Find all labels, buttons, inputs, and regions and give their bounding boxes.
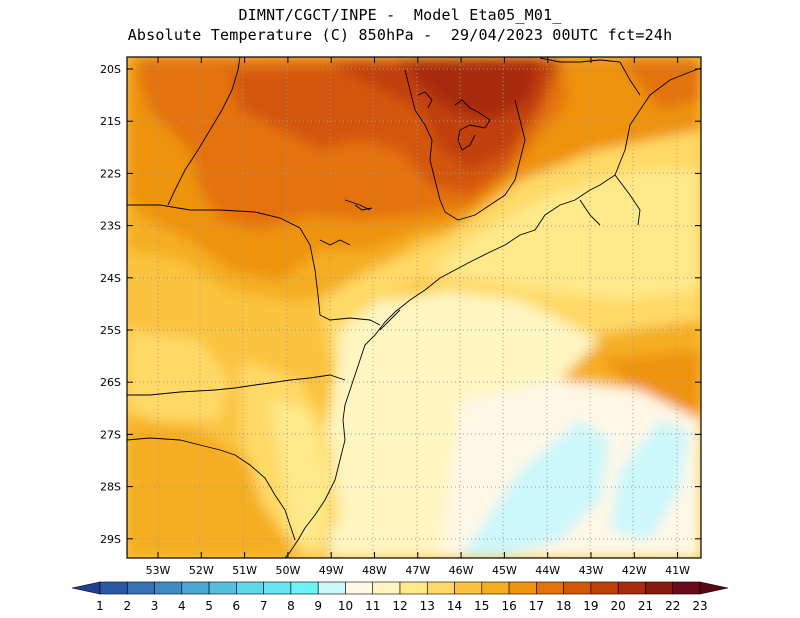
colorbar-segment — [399, 581, 428, 595]
lat-label: 28S — [100, 481, 121, 494]
colorbar-label: 1 — [96, 599, 104, 613]
colorbar-segment — [481, 581, 510, 595]
lon-label: 45W — [492, 564, 517, 577]
colorbar-arrow-high — [699, 581, 729, 595]
colorbar-label: 14 — [447, 599, 462, 613]
lat-label: 24S — [100, 272, 121, 285]
colorbar-label: 16 — [501, 599, 516, 613]
lat-label: 29S — [100, 533, 121, 546]
axis-ticks — [127, 57, 701, 558]
colorbar-label: 12 — [392, 599, 407, 613]
colorbar-label: 20 — [611, 599, 626, 613]
lat-label: 23S — [100, 220, 121, 233]
colorbar-segment — [645, 581, 674, 595]
lon-label: 42W — [622, 564, 647, 577]
lon-label: 52W — [189, 564, 214, 577]
colorbar-label: 17 — [529, 599, 544, 613]
colorbar-arrow-low — [71, 581, 101, 595]
chart-title-line2: Absolute Temperature (C) 850hPa - 29/04/… — [127, 26, 673, 44]
colorbar-label: 9 — [314, 599, 322, 613]
colorbar-segment — [99, 581, 128, 595]
colorbar-label: 15 — [474, 599, 489, 613]
colorbar-segment — [345, 581, 374, 595]
colorbar-segment — [454, 581, 483, 595]
colorbar-label: 2 — [123, 599, 131, 613]
colorbar-segment — [317, 581, 346, 595]
colorbar-segment — [563, 581, 592, 595]
colorbar-segment — [372, 581, 401, 595]
colorbar-label: 5 — [205, 599, 213, 613]
colorbar: 1 2 3 4 5 6 7 8 9 10 11 12 13 14 15 16 17 18 19 20 21 22 23 — [71, 581, 729, 613]
lon-label: 51W — [232, 564, 257, 577]
latitude-labels: 20S 21S 22S 23S 24S 25S 26S 27S 28S 29S — [100, 63, 121, 546]
colorbar-label: 7 — [260, 599, 268, 613]
colorbar-segment — [536, 581, 564, 595]
colorbar-label: 3 — [151, 599, 159, 613]
lon-label: 48W — [362, 564, 387, 577]
colorbar-label: 11 — [365, 599, 380, 613]
colorbar-segment — [263, 581, 292, 595]
colorbar-label: 6 — [233, 599, 241, 613]
colorbar-label: 23 — [692, 599, 707, 613]
colorbar-label: 8 — [287, 599, 295, 613]
lon-label: 43W — [579, 564, 604, 577]
colorbar-label: 4 — [178, 599, 186, 613]
colorbar-label: 22 — [665, 599, 680, 613]
lon-label: 50W — [275, 564, 300, 577]
colorbar-segment — [617, 581, 646, 595]
longitude-labels: 53W 52W 51W 50W 49W 48W 47W 46W 45W 44W 43W 42W 41W — [146, 564, 691, 577]
lon-label: 47W — [405, 564, 430, 577]
lon-label: 46W — [449, 564, 474, 577]
colorbar-label: 18 — [556, 599, 571, 613]
colorbar-label: 10 — [338, 599, 353, 613]
colorbar-segment — [590, 581, 619, 595]
lat-label: 26S — [100, 376, 121, 389]
lat-label: 20S — [100, 63, 121, 76]
map-frame — [126, 56, 702, 559]
colorbar-segment — [426, 581, 455, 595]
lat-label: 22S — [100, 167, 121, 180]
colorbar-label: 19 — [583, 599, 598, 613]
lat-label: 21S — [100, 115, 121, 128]
chart-title-line1: DIMNT/CGCT/INPE - Model Eta05_M01_ — [238, 6, 562, 24]
lon-label: 41W — [665, 564, 690, 577]
lon-label: 53W — [146, 564, 171, 577]
colorbar-segment — [181, 581, 210, 595]
coastline-and-borders — [127, 57, 701, 558]
colorbar-segment — [290, 581, 319, 595]
temperature-field — [127, 57, 701, 558]
colorbar-segment — [508, 581, 537, 595]
lat-label: 25S — [100, 324, 121, 337]
lon-label: 44W — [535, 564, 560, 577]
colorbar-segment — [208, 581, 237, 595]
colorbar-segment — [672, 581, 701, 595]
lat-label: 27S — [100, 428, 121, 441]
colorbar-segment — [236, 581, 264, 595]
colorbar-segment — [154, 581, 183, 595]
colorbar-segment — [126, 581, 155, 595]
lon-label: 49W — [319, 564, 344, 577]
colorbar-label: 21 — [638, 599, 653, 613]
colorbar-label: 13 — [420, 599, 435, 613]
